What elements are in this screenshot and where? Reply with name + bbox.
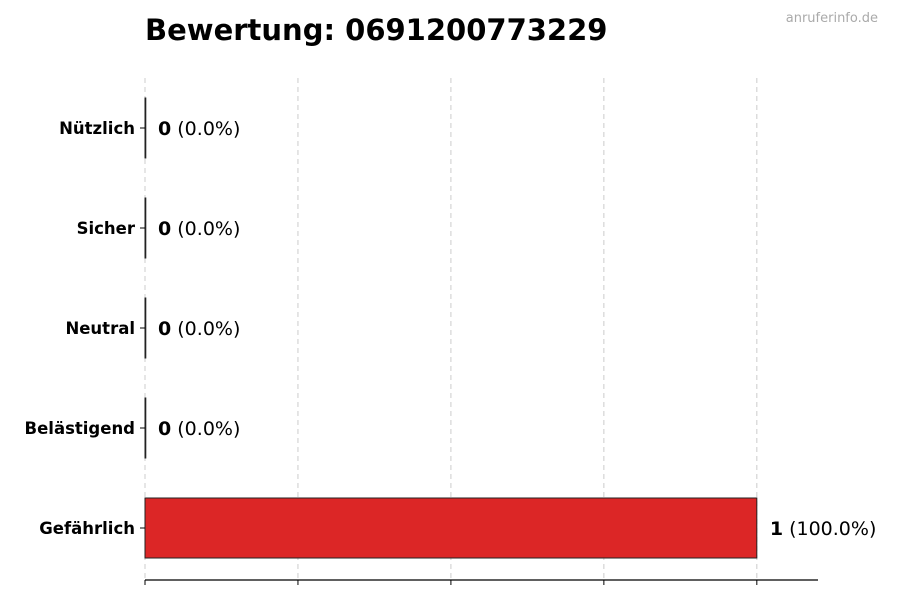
- value-label: 1 (100.0%): [770, 518, 877, 540]
- value-label: 0 (0.0%): [158, 418, 240, 440]
- bar: [144, 97, 147, 159]
- category-label: Belästigend: [25, 419, 135, 438]
- value-label: 0 (0.0%): [158, 218, 240, 240]
- value-label: 0 (0.0%): [158, 318, 240, 340]
- value-count: 1: [770, 518, 783, 540]
- bar: [144, 297, 147, 359]
- value-count: 0: [158, 418, 171, 440]
- value-percent: (0.0%): [171, 318, 240, 340]
- bar: [144, 397, 147, 459]
- value-count: 0: [158, 318, 171, 340]
- value-percent: (100.0%): [783, 518, 876, 540]
- value-percent: (0.0%): [171, 218, 240, 240]
- category-label: Nützlich: [59, 119, 135, 138]
- bar: [144, 197, 147, 259]
- value-count: 0: [158, 218, 171, 240]
- value-label: 0 (0.0%): [158, 118, 240, 140]
- watermark: anruferinfo.de: [786, 11, 878, 26]
- value-percent: (0.0%): [171, 118, 240, 140]
- chart-title: Bewertung: 0691200773229: [145, 13, 607, 47]
- category-label: Sicher: [77, 219, 136, 238]
- value-percent: (0.0%): [171, 418, 240, 440]
- category-label: Gefährlich: [39, 519, 135, 538]
- category-label: Neutral: [65, 319, 135, 338]
- bar: [144, 497, 758, 559]
- value-count: 0: [158, 118, 171, 140]
